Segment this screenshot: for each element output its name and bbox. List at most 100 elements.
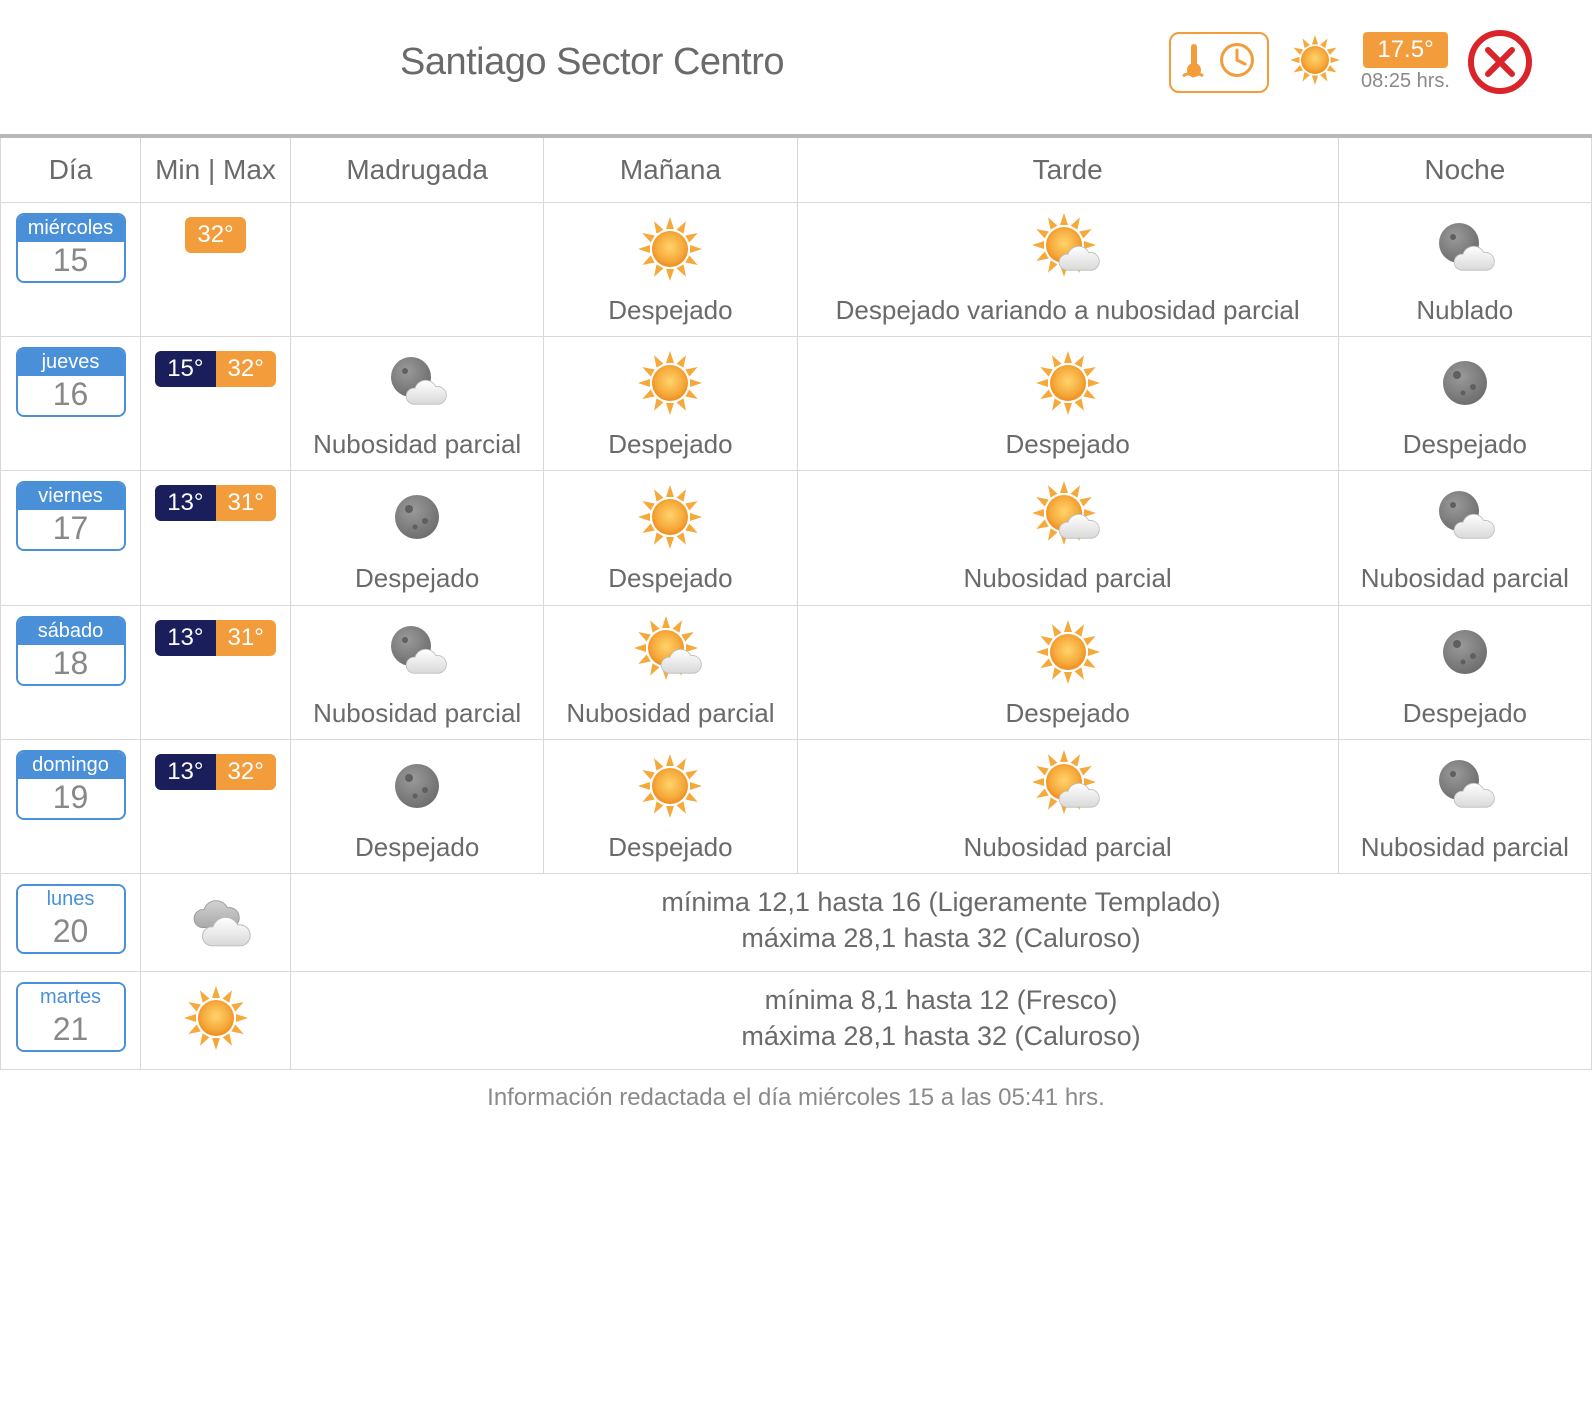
- day-badge: jueves16: [16, 347, 126, 417]
- close-icon: [1483, 45, 1517, 79]
- day-number: 19: [18, 779, 124, 818]
- forecast-table: Día Min | Max Madrugada Mañana Tarde Noc…: [0, 134, 1592, 1070]
- weather-label: Despejado: [299, 832, 535, 863]
- sun-icon: [806, 347, 1330, 419]
- moon-cloud-icon: [1347, 213, 1583, 285]
- period-cell-tarde: Despejado: [797, 337, 1338, 471]
- day-badge: viernes17: [16, 481, 126, 551]
- col-minmax: Min | Max: [141, 136, 291, 203]
- day-of-week: domingo: [18, 752, 124, 779]
- temp-min: 13°: [155, 754, 215, 790]
- minmax-cell: 13°32°: [141, 739, 291, 873]
- temp-clock-badge: [1169, 32, 1269, 93]
- weather-label: Despejado: [1347, 698, 1583, 729]
- table-row: domingo1913°32°DespejadoDespejadoNubosid…: [1, 739, 1592, 873]
- summary-row: martes21 mínima 8,1 hasta 12 (Fresco)máxi…: [1, 971, 1592, 1069]
- period-cell-tarde: Despejado variando a nubosidad parcial: [797, 203, 1338, 337]
- minmax-cell: 13°31°: [141, 471, 291, 605]
- col-noche: Noche: [1338, 136, 1591, 203]
- period-cell-noche: Nublado: [1338, 203, 1591, 337]
- weather-label: Nubosidad parcial: [1347, 563, 1583, 594]
- day-of-week: martes: [18, 984, 124, 1011]
- weather-label: Nubosidad parcial: [299, 698, 535, 729]
- day-of-week: miércoles: [18, 215, 124, 242]
- current-time: 08:25 hrs.: [1361, 70, 1450, 93]
- sun-cloud-icon: [552, 616, 788, 688]
- sun-icon: [806, 616, 1330, 688]
- summary-text-cell: mínima 8,1 hasta 12 (Fresco)máxima 28,1 …: [291, 971, 1592, 1069]
- header-right: 17.5° 08:25 hrs.: [1169, 30, 1532, 94]
- summary-text-cell: mínima 12,1 hasta 16 (Ligeramente Templa…: [291, 873, 1592, 971]
- moon-icon: [299, 750, 535, 822]
- period-cell-noche: Despejado: [1338, 605, 1591, 739]
- day-number: 15: [18, 242, 124, 281]
- current-weather-icon: [1287, 32, 1343, 93]
- summary-line-2: máxima 28,1 hasta 32 (Caluroso): [299, 920, 1583, 956]
- period-cell-manana: Nubosidad parcial: [544, 605, 797, 739]
- day-cell: martes21: [1, 971, 141, 1069]
- weather-label: Nubosidad parcial: [1347, 832, 1583, 863]
- day-cell: miércoles15: [1, 203, 141, 337]
- period-cell-madrugada: Nubosidad parcial: [291, 337, 544, 471]
- temp-max: 31°: [216, 620, 276, 656]
- day-cell: lunes20: [1, 873, 141, 971]
- minmax-cell: 13°31°: [141, 605, 291, 739]
- weather-label: Nubosidad parcial: [299, 429, 535, 460]
- location-title: Santiago Sector Centro: [400, 41, 784, 84]
- day-number: 17: [18, 510, 124, 549]
- temp-min: 15°: [155, 351, 215, 387]
- moon-cloud-icon: [1347, 481, 1583, 553]
- clouds-icon: [180, 943, 252, 960]
- close-button[interactable]: [1468, 30, 1532, 94]
- temp-max: 31°: [216, 485, 276, 521]
- weather-label: Despejado: [1347, 429, 1583, 460]
- day-badge: domingo19: [16, 750, 126, 820]
- temp-max: 32°: [216, 351, 276, 387]
- day-number: 21: [18, 1011, 124, 1050]
- table-row: sábado18 13°31° Nubosidad parcial Nubosidad…: [1, 605, 1592, 739]
- period-cell-madrugada: Nubosidad parcial: [291, 605, 544, 739]
- table-row: miércoles1532°DespejadoDespejado variand…: [1, 203, 1592, 337]
- weather-label: Nubosidad parcial: [552, 698, 788, 729]
- period-cell-noche: Nubosidad parcial: [1338, 739, 1591, 873]
- temps-badge: 13°31°: [155, 620, 276, 656]
- moon-cloud-icon: [1347, 750, 1583, 822]
- thermometer-icon: [1181, 40, 1211, 85]
- minmax-cell: 15°32°: [141, 337, 291, 471]
- period-cell-madrugada: [291, 203, 544, 337]
- moon-icon: [1347, 347, 1583, 419]
- summary-line-1: mínima 12,1 hasta 16 (Ligeramente Templa…: [299, 884, 1583, 920]
- moon-cloud-icon: [299, 616, 535, 688]
- table-header-row: Día Min | Max Madrugada Mañana Tarde Noc…: [1, 136, 1592, 203]
- weather-label: Despejado: [552, 295, 788, 326]
- summary-line-2: máxima 28,1 hasta 32 (Caluroso): [299, 1018, 1583, 1054]
- temps-badge: 15°32°: [155, 351, 276, 387]
- day-cell: jueves16: [1, 337, 141, 471]
- period-cell-manana: Despejado: [544, 739, 797, 873]
- moon-icon: [1347, 616, 1583, 688]
- current-temp: 17.5°: [1363, 32, 1447, 68]
- weather-label: Despejado: [552, 832, 788, 863]
- day-cell: sábado18: [1, 605, 141, 739]
- moon-icon: [299, 481, 535, 553]
- summary-icon-cell: [141, 873, 291, 971]
- day-of-week: viernes: [18, 483, 124, 510]
- moon-cloud-icon: [299, 347, 535, 419]
- col-tarde: Tarde: [797, 136, 1338, 203]
- day-of-week: sábado: [18, 618, 124, 645]
- minmax-cell: 32°: [141, 203, 291, 337]
- sun-icon: [552, 750, 788, 822]
- sun-cloud-icon: [806, 213, 1330, 285]
- period-cell-madrugada: Despejado: [291, 471, 544, 605]
- period-cell-noche: Despejado: [1338, 337, 1591, 471]
- col-manana: Mañana: [544, 136, 797, 203]
- day-cell: domingo19: [1, 739, 141, 873]
- col-madrugada: Madrugada: [291, 136, 544, 203]
- day-badge: miércoles15: [16, 213, 126, 283]
- day-number: 20: [18, 913, 124, 952]
- period-cell-manana: Despejado: [544, 203, 797, 337]
- period-cell-noche: Nubosidad parcial: [1338, 471, 1591, 605]
- weather-label: Despejado: [806, 429, 1330, 460]
- day-cell: viernes17: [1, 471, 141, 605]
- clock-icon: [1217, 40, 1257, 85]
